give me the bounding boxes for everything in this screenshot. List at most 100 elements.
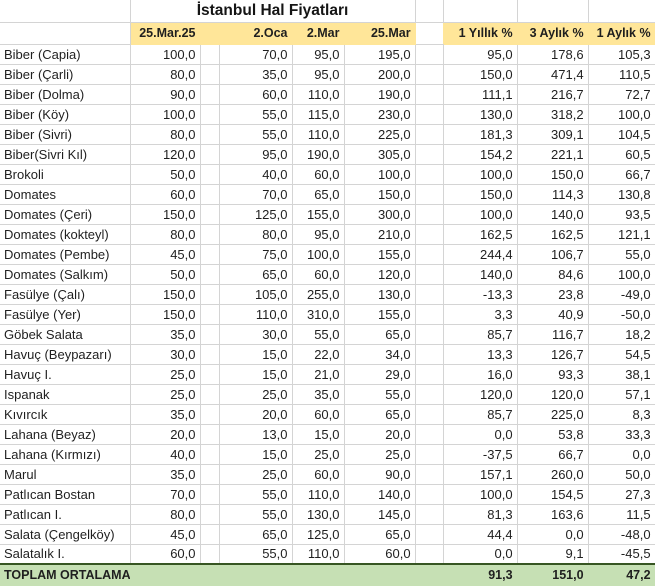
spacer-cell[interactable]: [415, 304, 444, 325]
cell-empty[interactable]: [292, 563, 345, 586]
pct-cell[interactable]: 8,3: [588, 404, 655, 425]
price-cell[interactable]: 80,0: [130, 224, 201, 245]
price-cell[interactable]: 40,0: [130, 444, 201, 465]
pct-cell[interactable]: 110,5: [588, 64, 655, 85]
price-cell[interactable]: 65,0: [219, 524, 293, 545]
pct-cell[interactable]: 23,8: [517, 284, 589, 305]
price-cell[interactable]: 130,0: [292, 504, 345, 525]
pct-cell[interactable]: 100,0: [443, 164, 518, 185]
pct-cell[interactable]: 178,6: [517, 44, 589, 65]
pct-cell[interactable]: 66,7: [517, 444, 589, 465]
column-header-date-2[interactable]: 2.Oca: [219, 22, 293, 45]
product-name-cell[interactable]: Domates (Pembe): [0, 244, 131, 265]
price-cell[interactable]: 60,0: [292, 264, 345, 285]
pct-cell[interactable]: 105,3: [588, 44, 655, 65]
cell-empty[interactable]: [130, 563, 201, 586]
price-cell[interactable]: 15,0: [219, 364, 293, 385]
spacer-cell[interactable]: [200, 284, 220, 305]
product-name-cell[interactable]: Biber(Sivri Kıl): [0, 144, 131, 165]
pct-cell[interactable]: 154,2: [443, 144, 518, 165]
price-cell[interactable]: 25,0: [344, 444, 416, 465]
spacer-cell[interactable]: [200, 204, 220, 225]
spacer-cell[interactable]: [415, 384, 444, 405]
spacer-cell[interactable]: [200, 224, 220, 245]
price-cell[interactable]: 35,0: [130, 324, 201, 345]
price-cell[interactable]: 29,0: [344, 364, 416, 385]
price-cell[interactable]: 15,0: [219, 344, 293, 365]
pct-cell[interactable]: 260,0: [517, 464, 589, 485]
pct-cell[interactable]: 471,4: [517, 64, 589, 85]
spacer-cell[interactable]: [200, 22, 220, 45]
spacer-cell[interactable]: [200, 384, 220, 405]
pct-cell[interactable]: -37,5: [443, 444, 518, 465]
pct-cell[interactable]: 130,8: [588, 184, 655, 205]
price-cell[interactable]: 55,0: [292, 324, 345, 345]
pct-cell[interactable]: 55,0: [588, 244, 655, 265]
pct-cell[interactable]: -45,5: [588, 544, 655, 565]
price-cell[interactable]: 95,0: [292, 44, 345, 65]
pct-cell[interactable]: 16,0: [443, 364, 518, 385]
price-cell[interactable]: 65,0: [344, 404, 416, 425]
spacer-cell[interactable]: [415, 344, 444, 365]
pct-cell[interactable]: 221,1: [517, 144, 589, 165]
total-1m-pct[interactable]: 47,2: [588, 563, 655, 586]
spacer-cell[interactable]: [415, 104, 444, 125]
price-cell[interactable]: 310,0: [292, 304, 345, 325]
price-cell[interactable]: 30,0: [130, 344, 201, 365]
price-cell[interactable]: 45,0: [130, 524, 201, 545]
spacer-cell[interactable]: [200, 144, 220, 165]
pct-cell[interactable]: 104,5: [588, 124, 655, 145]
pct-cell[interactable]: 3,3: [443, 304, 518, 325]
spacer-cell[interactable]: [200, 484, 220, 505]
price-cell[interactable]: 35,0: [130, 464, 201, 485]
pct-cell[interactable]: 0,0: [443, 544, 518, 565]
cell-empty[interactable]: [344, 563, 416, 586]
price-cell[interactable]: 34,0: [344, 344, 416, 365]
price-cell[interactable]: 25,0: [130, 364, 201, 385]
pct-cell[interactable]: 0,0: [588, 444, 655, 465]
price-cell[interactable]: 80,0: [219, 224, 293, 245]
pct-cell[interactable]: 54,5: [588, 344, 655, 365]
spacer-cell[interactable]: [200, 524, 220, 545]
price-cell[interactable]: 150,0: [130, 304, 201, 325]
product-name-cell[interactable]: Ispanak: [0, 384, 131, 405]
pct-cell[interactable]: 18,2: [588, 324, 655, 345]
pct-cell[interactable]: 140,0: [517, 204, 589, 225]
pct-cell[interactable]: 154,5: [517, 484, 589, 505]
price-cell[interactable]: 110,0: [292, 484, 345, 505]
pct-cell[interactable]: 150,0: [443, 64, 518, 85]
pct-cell[interactable]: 116,7: [517, 324, 589, 345]
product-name-cell[interactable]: Biber (Çarli): [0, 64, 131, 85]
spacer-cell[interactable]: [200, 424, 220, 445]
price-cell[interactable]: 80,0: [130, 124, 201, 145]
price-cell[interactable]: 20,0: [130, 424, 201, 445]
cell-empty[interactable]: [588, 0, 655, 23]
spacer-cell[interactable]: [415, 224, 444, 245]
price-cell[interactable]: 15,0: [292, 424, 345, 445]
price-cell[interactable]: 150,0: [130, 284, 201, 305]
total-1y-pct[interactable]: 91,3: [443, 563, 518, 586]
price-cell[interactable]: 25,0: [130, 384, 201, 405]
spacer-cell[interactable]: [200, 64, 220, 85]
spacer-cell[interactable]: [415, 204, 444, 225]
cell-empty[interactable]: [443, 0, 518, 23]
product-name-cell[interactable]: Kıvırcık: [0, 404, 131, 425]
pct-cell[interactable]: 44,4: [443, 524, 518, 545]
pct-cell[interactable]: 0,0: [517, 524, 589, 545]
spacer-cell[interactable]: [415, 22, 444, 45]
spacer-cell[interactable]: [415, 184, 444, 205]
spacer-cell[interactable]: [200, 364, 220, 385]
price-cell[interactable]: 35,0: [219, 64, 293, 85]
price-cell[interactable]: 100,0: [130, 104, 201, 125]
price-cell[interactable]: 25,0: [219, 384, 293, 405]
price-cell[interactable]: 80,0: [130, 504, 201, 525]
price-cell[interactable]: 200,0: [344, 64, 416, 85]
price-cell[interactable]: 35,0: [130, 404, 201, 425]
price-cell[interactable]: 120,0: [344, 264, 416, 285]
price-cell[interactable]: 75,0: [219, 244, 293, 265]
price-cell[interactable]: 145,0: [344, 504, 416, 525]
spacer-cell[interactable]: [415, 404, 444, 425]
price-cell[interactable]: 60,0: [344, 544, 416, 565]
price-cell[interactable]: 90,0: [130, 84, 201, 105]
cell-empty[interactable]: [0, 0, 131, 23]
